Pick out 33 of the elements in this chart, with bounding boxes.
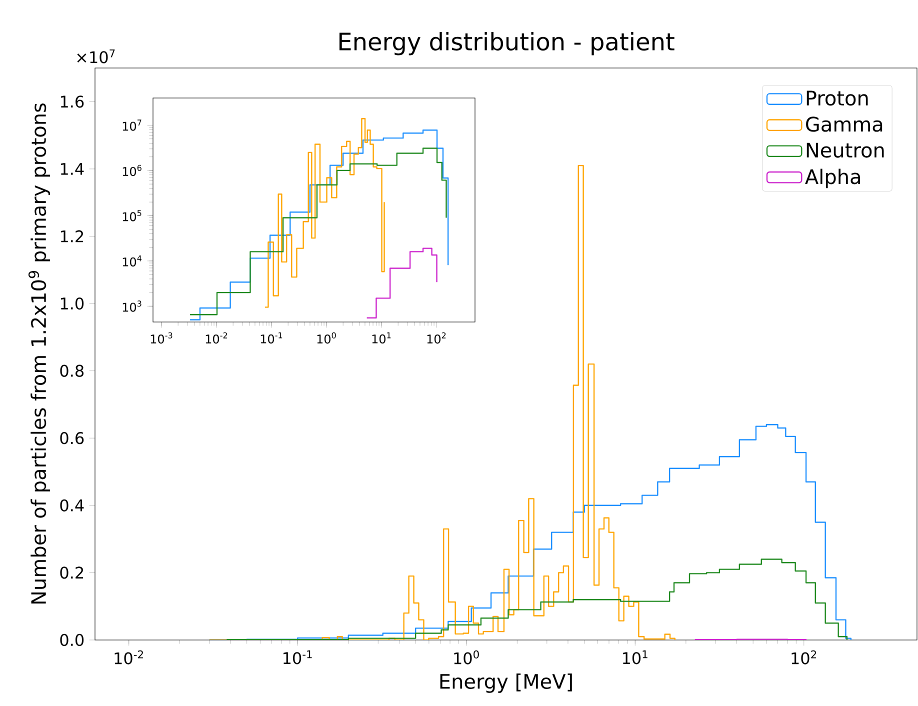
x-tick-label: 10$^{-1}$ xyxy=(260,332,282,344)
x-tick-label: 10$^{1}$ xyxy=(372,332,391,344)
y-tick-label: 1.0 xyxy=(60,297,84,310)
x-tick-label: 10$^{-3}$ xyxy=(150,332,172,344)
y-tick-label: 10$^{7}$ xyxy=(122,120,142,131)
x-tick-label: 10$^{-2}$ xyxy=(114,650,143,664)
y-tick-label: 0.8 xyxy=(60,364,84,377)
y-tick-label: 10$^{5}$ xyxy=(122,210,142,222)
y-axis-title: Number of particles from 1.2x10$^{9}$ primary protons xyxy=(28,103,50,604)
text: ×10$^{7}$ xyxy=(77,49,115,64)
legend-label: Gamma xyxy=(806,116,882,132)
y-tick-label: 0.4 xyxy=(60,499,84,512)
x-tick-label: 10$^{2}$ xyxy=(792,650,816,664)
y-tick-label: 10$^{4}$ xyxy=(122,255,142,266)
y-tick-label: 1.6 xyxy=(60,96,84,108)
legend-label: Proton xyxy=(806,90,868,106)
x-tick-label: 10$^{2}$ xyxy=(427,332,446,344)
y-tick-label: 0.6 xyxy=(60,432,84,444)
x-tick-label: 10$^{-1}$ xyxy=(284,650,312,664)
y-tick-label: 1.4 xyxy=(60,163,84,175)
y-tick-label: 10$^{6}$ xyxy=(122,164,142,176)
legend-label: Alpha xyxy=(805,168,860,188)
y-tick-label: 0.0 xyxy=(60,634,84,646)
y-tick-label: 0.2 xyxy=(60,566,84,579)
x-tick-label: 10$^{1}$ xyxy=(622,650,648,664)
y-tick-label: 10$^{3}$ xyxy=(122,300,142,312)
x-tick-label: 10$^{-2}$ xyxy=(206,332,228,344)
x-tick-label: 10$^{0}$ xyxy=(454,650,479,664)
y-tick-label: 1.2 xyxy=(60,230,84,242)
x-axis-title: Energy [MeV] xyxy=(440,674,572,693)
chart-title: Energy distribution - patient xyxy=(339,32,674,56)
legend-label: Neutron xyxy=(806,142,884,158)
x-tick-label: 10$^{0}$ xyxy=(317,332,336,344)
